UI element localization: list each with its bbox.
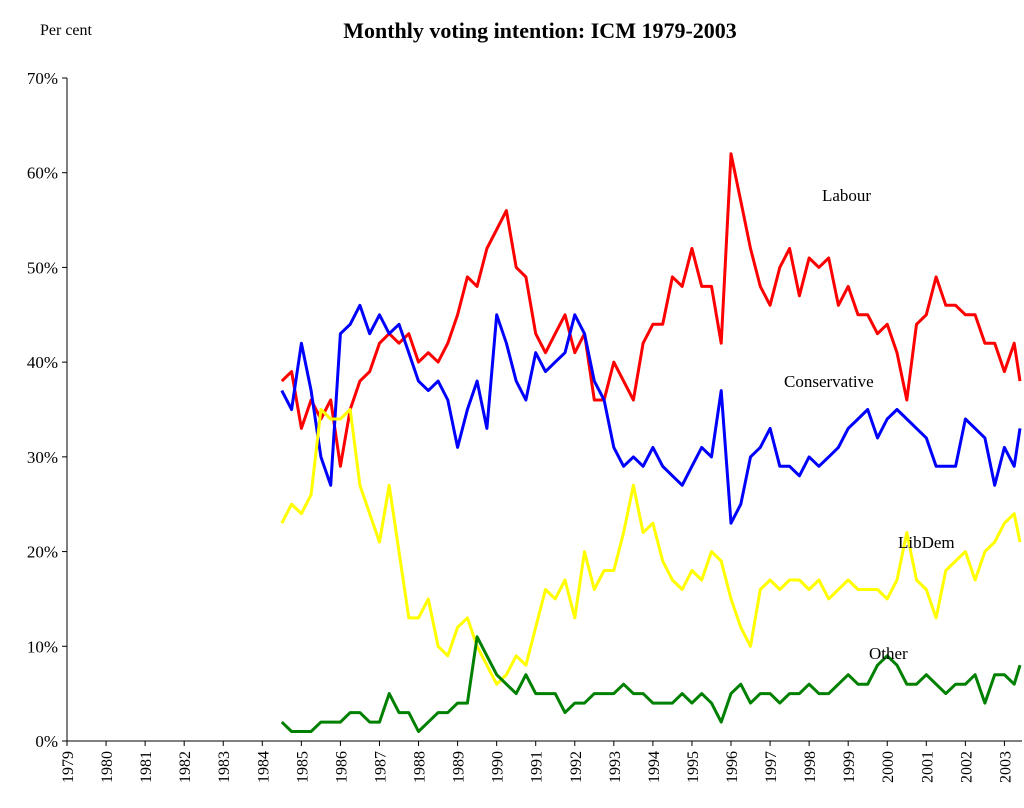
x-tick-label: 2000 bbox=[880, 751, 897, 783]
y-axis-label: Per cent bbox=[40, 22, 93, 39]
x-tick-label: 1996 bbox=[724, 751, 741, 783]
series-label: LibDem bbox=[898, 533, 955, 552]
x-tick-label: 1984 bbox=[255, 751, 272, 783]
y-tick-label: 30% bbox=[27, 448, 58, 467]
x-tick-label: 1991 bbox=[529, 751, 546, 783]
x-tick-label: 1985 bbox=[294, 751, 311, 783]
x-tick-label: 1987 bbox=[372, 751, 389, 783]
x-tick-label: 1992 bbox=[568, 751, 585, 783]
x-tick-label: 1994 bbox=[646, 751, 663, 783]
y-tick-label: 10% bbox=[27, 637, 58, 656]
x-tick-label: 2001 bbox=[919, 751, 936, 783]
y-tick-label: 20% bbox=[27, 543, 58, 562]
x-tick-label: 1999 bbox=[841, 751, 858, 783]
series-label: Labour bbox=[822, 186, 871, 205]
x-tick-label: 2003 bbox=[997, 751, 1014, 783]
x-tick-label: 1995 bbox=[685, 751, 702, 783]
series-label: Other bbox=[869, 644, 908, 663]
series-line bbox=[280, 635, 1022, 733]
y-tick-label: 40% bbox=[27, 353, 58, 372]
series-line bbox=[280, 152, 1022, 468]
chart-title: Monthly voting intention: ICM 1979-2003 bbox=[343, 18, 737, 43]
x-tick-label: 1998 bbox=[802, 751, 819, 783]
x-tick-label: 1979 bbox=[60, 751, 77, 783]
y-tick-label: 60% bbox=[27, 164, 58, 183]
y-tick-label: 50% bbox=[27, 258, 58, 277]
x-tick-label: 1982 bbox=[177, 751, 194, 783]
series-label: Conservative bbox=[784, 372, 874, 391]
x-tick-label: 1981 bbox=[138, 751, 155, 783]
x-tick-label: 1989 bbox=[451, 751, 468, 783]
x-tick-label: 1997 bbox=[763, 751, 780, 783]
x-tick-label: 1986 bbox=[333, 751, 350, 783]
y-tick-label: 0% bbox=[35, 732, 58, 751]
series-line bbox=[280, 408, 1022, 686]
x-tick-label: 1988 bbox=[412, 751, 429, 783]
series-line bbox=[280, 303, 1022, 525]
x-tick-label: 1993 bbox=[607, 751, 624, 783]
x-tick-label: 2002 bbox=[958, 751, 975, 783]
x-tick-label: 1980 bbox=[99, 751, 116, 783]
y-tick-label: 70% bbox=[27, 69, 58, 88]
x-tick-label: 1990 bbox=[490, 751, 507, 783]
x-tick-label: 1983 bbox=[216, 751, 233, 783]
